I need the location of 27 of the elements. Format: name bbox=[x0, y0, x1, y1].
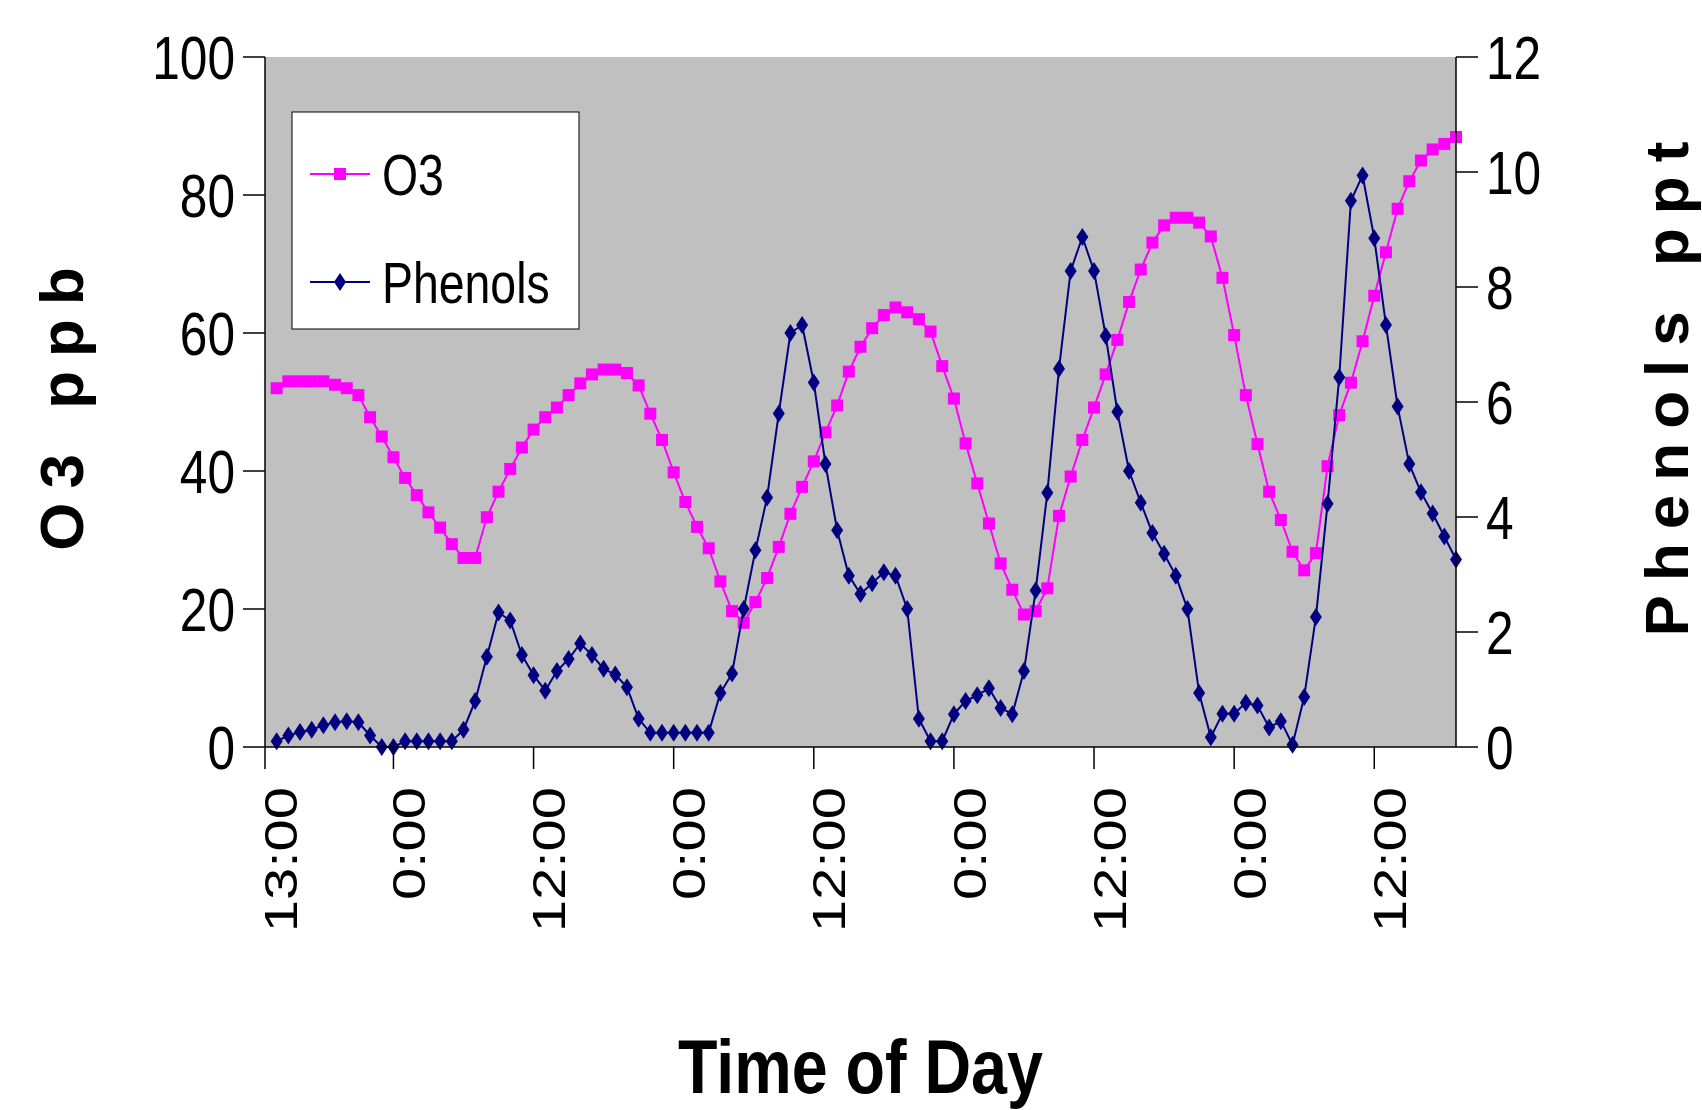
x-tick-label: 12:00 bbox=[1363, 787, 1416, 933]
legend-label: O3 bbox=[382, 141, 444, 208]
y2-tick-label: 8 bbox=[1486, 253, 1514, 323]
y-axis-title: O3 ppb bbox=[27, 253, 96, 551]
x-axis-title: Time of Day bbox=[678, 1024, 1043, 1110]
y2-tick-label: 10 bbox=[1486, 138, 1542, 208]
x-tick-label: 12:00 bbox=[803, 787, 856, 933]
legend-label: Phenols bbox=[382, 249, 550, 316]
x-tick-label: 12:00 bbox=[1083, 787, 1136, 933]
y-tick-label: 40 bbox=[179, 437, 235, 507]
y-tick-label: 80 bbox=[179, 161, 235, 231]
y-tick-label: 60 bbox=[179, 299, 235, 369]
y-tick-label: 100 bbox=[152, 23, 235, 93]
y-tick-label: 0 bbox=[207, 713, 235, 783]
y2-tick-label: 0 bbox=[1486, 713, 1514, 783]
y2-tick-label: 12 bbox=[1486, 23, 1542, 93]
y2-tick-label: 2 bbox=[1486, 598, 1514, 668]
x-tick-label: 0:00 bbox=[662, 787, 716, 900]
y2-axis-title: Phenols ppt bbox=[1632, 127, 1701, 637]
x-tick-label: 12:00 bbox=[522, 787, 575, 933]
y-tick-label: 20 bbox=[179, 575, 235, 645]
x-tick-label: 0:00 bbox=[1223, 787, 1276, 900]
x-tick-label: 13:00 bbox=[254, 787, 307, 933]
y2-tick-label: 6 bbox=[1486, 368, 1514, 438]
x-tick-label: 0:00 bbox=[382, 787, 435, 900]
y2-tick-label: 4 bbox=[1486, 483, 1514, 553]
x-tick-label: 0:00 bbox=[943, 787, 996, 900]
